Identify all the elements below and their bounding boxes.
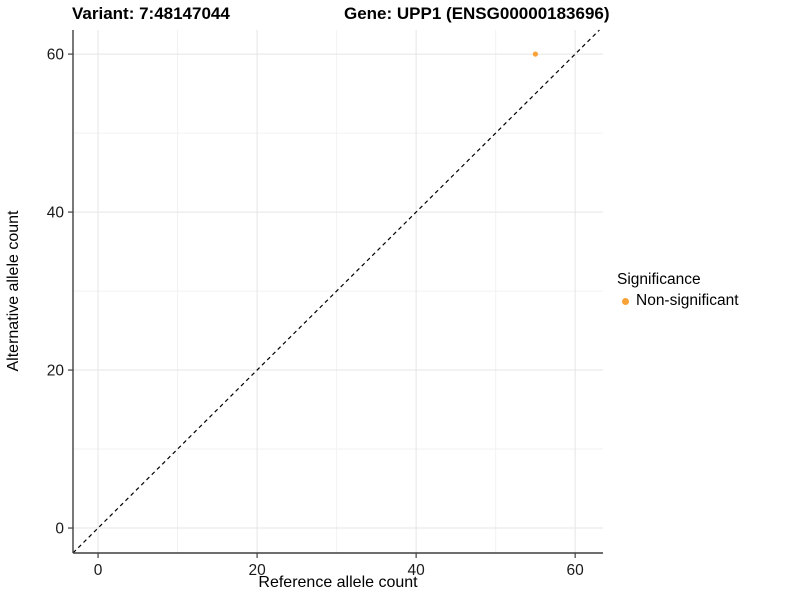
plot-title-variant: Variant: 7:48147044 [72, 4, 230, 23]
y-axis-title: Alternative allele count [5, 210, 22, 372]
legend-key-dot-icon [622, 298, 629, 305]
legend-item: Non-significant [617, 292, 739, 310]
data-point [532, 51, 539, 57]
legend-item-label: Non-significant [636, 292, 739, 309]
x-tick-label: 60 [567, 562, 585, 575]
legend-title: Significance [617, 271, 701, 288]
y-tick-label: 40 [47, 205, 65, 222]
x-tick-label: 20 [248, 562, 266, 575]
identity-dashed-line [72, 29, 600, 554]
x-axis-title: Reference allele count [258, 574, 418, 591]
x-tick-label: 0 [94, 562, 103, 575]
y-tick-label: 20 [47, 363, 65, 380]
scatter-plot-panel: 0 20 40 60 0 20 40 60 [47, 29, 603, 575]
x-tick-label: 40 [408, 562, 426, 575]
plot-title-gene: Gene: UPP1 (ENSG00000183696) [344, 4, 610, 23]
y-tick-label: 60 [47, 47, 65, 64]
y-tick-label: 0 [55, 521, 64, 538]
legend: Significance Non-significant [617, 271, 739, 310]
legend-items: Non-significant [617, 292, 739, 310]
